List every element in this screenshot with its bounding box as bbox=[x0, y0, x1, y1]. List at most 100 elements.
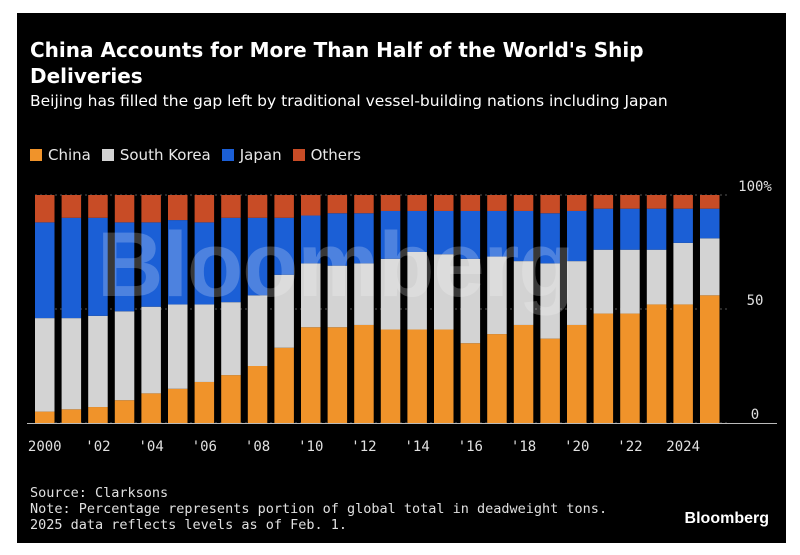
bar-stack bbox=[354, 195, 374, 423]
bar-segment-others bbox=[88, 195, 108, 218]
bar-stack bbox=[434, 195, 454, 423]
bar-segment-japan bbox=[380, 210, 401, 259]
bar-segment-south-korea bbox=[168, 304, 188, 389]
bar-segment-south-korea bbox=[274, 274, 294, 348]
x-tick-label: '06 bbox=[192, 439, 217, 455]
note-line-1: Note: Percentage represents portion of g… bbox=[30, 501, 608, 517]
bar-segment-china bbox=[141, 393, 161, 423]
bar-segment-others bbox=[247, 195, 268, 218]
bar-segment-china bbox=[540, 338, 560, 423]
bar-segment-others bbox=[487, 195, 507, 211]
bar-stack bbox=[460, 195, 481, 423]
bar-stack bbox=[380, 195, 401, 423]
x-tick-label: '02 bbox=[85, 439, 110, 455]
chart-panel: China Accounts for More Than Half of the… bbox=[17, 13, 786, 543]
legend-item-south-korea: South Korea bbox=[101, 146, 211, 164]
bar-segment-japan bbox=[434, 210, 454, 255]
x-tick-label: 2024 bbox=[666, 439, 700, 455]
x-tick-label: '08 bbox=[245, 439, 270, 455]
bar-segment-others bbox=[540, 195, 560, 214]
chart-title: China Accounts for More Than Half of the… bbox=[30, 38, 644, 88]
bar-segment-japan bbox=[301, 215, 321, 264]
bar-segment-south-korea bbox=[301, 263, 321, 328]
bar-segment-japan bbox=[35, 222, 55, 319]
bar-segment-china bbox=[620, 313, 640, 423]
bar-stack bbox=[221, 195, 241, 423]
y-tick-label: 50 bbox=[747, 293, 764, 309]
bar-segment-others bbox=[61, 195, 82, 218]
bar-segment-japan bbox=[407, 210, 427, 252]
legend-swatch-china bbox=[30, 149, 42, 161]
bar-segment-japan bbox=[114, 222, 135, 312]
bar-segment-japan bbox=[141, 222, 161, 307]
bar-segment-south-korea bbox=[61, 318, 82, 410]
bar-segment-south-korea bbox=[88, 315, 108, 408]
legend-swatch-south-korea bbox=[101, 149, 114, 161]
bar-segment-others bbox=[168, 195, 188, 221]
bar-stack bbox=[114, 195, 135, 423]
bar-stack bbox=[168, 195, 188, 423]
bar-segment-china bbox=[88, 407, 108, 423]
x-tick-label: '04 bbox=[139, 439, 164, 455]
bar-segment-south-korea bbox=[141, 306, 161, 394]
bar-segment-south-korea bbox=[434, 254, 454, 330]
bar-segment-china bbox=[460, 343, 481, 423]
bar-segment-china bbox=[247, 366, 268, 423]
bar-segment-others bbox=[141, 195, 161, 223]
bar-segment-south-korea bbox=[620, 249, 640, 314]
legend-item-china: China bbox=[30, 146, 91, 164]
bar-stack bbox=[620, 195, 640, 423]
bar-segment-south-korea bbox=[247, 295, 268, 366]
bar-stack bbox=[274, 195, 294, 423]
bar-segment-south-korea bbox=[35, 318, 55, 412]
bar-segment-china bbox=[354, 324, 374, 423]
bar-segment-japan bbox=[487, 210, 507, 257]
bar-segment-south-korea bbox=[114, 311, 135, 401]
legend-label-japan: Japan bbox=[239, 146, 282, 164]
bar-segment-japan bbox=[460, 210, 481, 259]
bar-segment-others bbox=[513, 195, 534, 211]
bar-segment-china bbox=[327, 327, 348, 423]
x-tick-label: '16 bbox=[458, 439, 483, 455]
bar-segment-japan bbox=[354, 213, 374, 264]
bar-stack bbox=[141, 195, 161, 423]
bar-segment-japan bbox=[221, 217, 241, 303]
bar-segment-japan bbox=[194, 222, 215, 305]
bar-segment-china bbox=[407, 329, 427, 423]
bar-segment-others bbox=[221, 195, 241, 218]
legend-label-china: China bbox=[48, 146, 91, 164]
bar-stack bbox=[700, 195, 720, 423]
bar-segment-others bbox=[620, 195, 640, 209]
chart-legend: China South Korea Japan Others bbox=[30, 146, 372, 164]
bar-segment-others bbox=[274, 195, 294, 218]
bar-segment-south-korea bbox=[221, 302, 241, 376]
bar-segment-others bbox=[354, 195, 374, 214]
bar-stack bbox=[593, 195, 614, 423]
bar-segment-japan bbox=[513, 210, 534, 262]
legend-item-japan: Japan bbox=[221, 146, 282, 164]
bar-segment-china bbox=[434, 329, 454, 423]
bar-segment-others bbox=[593, 195, 614, 209]
bar-stack bbox=[646, 195, 667, 423]
x-tick-label: '18 bbox=[511, 439, 536, 455]
bar-stack bbox=[327, 195, 348, 423]
bar-segment-japan bbox=[700, 208, 720, 239]
legend-swatch-japan bbox=[221, 149, 234, 161]
x-tick-label: '10 bbox=[298, 439, 323, 455]
bar-segment-china bbox=[513, 324, 534, 423]
bar-stack bbox=[194, 195, 215, 423]
bar-segment-south-korea bbox=[487, 256, 507, 335]
bar-segment-others bbox=[700, 195, 720, 209]
bar-segment-japan bbox=[274, 217, 294, 275]
x-tick-label: '14 bbox=[405, 439, 430, 455]
x-tick-label: 2000 bbox=[28, 439, 62, 455]
bar-segment-south-korea bbox=[593, 249, 614, 314]
stacked-bar-chart: 0 50 100% 2000 '02 '04 '06 '08 '10 '12 '14 '16 '18 '2… bbox=[27, 179, 777, 455]
source-note: Source: Clarksons bbox=[30, 485, 169, 501]
bar-segment-others bbox=[327, 195, 348, 214]
bar-segment-china bbox=[194, 381, 215, 423]
bar-segment-china bbox=[646, 304, 667, 423]
bar-segment-south-korea bbox=[673, 242, 693, 305]
bar-segment-others bbox=[35, 195, 55, 223]
